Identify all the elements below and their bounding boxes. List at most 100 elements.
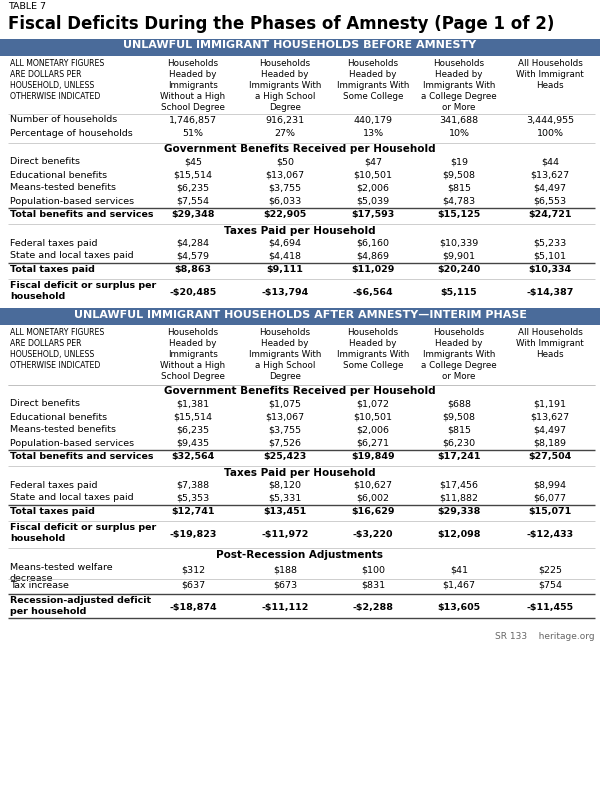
Text: -$11,112: -$11,112 [262, 603, 308, 612]
Text: $27,504: $27,504 [529, 452, 572, 461]
Text: State and local taxes paid: State and local taxes paid [10, 252, 134, 260]
Text: Households
Headed by
Immigrants With
Some College: Households Headed by Immigrants With Som… [337, 328, 409, 370]
Text: Households
Headed by
Immigrants With
a High School
Degree: Households Headed by Immigrants With a H… [249, 328, 321, 381]
Text: Population-based services: Population-based services [10, 439, 134, 447]
Text: $4,418: $4,418 [269, 252, 302, 260]
Text: $225: $225 [538, 566, 562, 575]
Text: Percentage of households: Percentage of households [10, 129, 133, 137]
Text: $688: $688 [447, 400, 471, 408]
Text: $10,334: $10,334 [529, 265, 572, 274]
Text: Direct benefits: Direct benefits [10, 400, 80, 408]
Text: $13,627: $13,627 [530, 412, 569, 422]
Text: $1,467: $1,467 [443, 581, 476, 590]
Text: Federal taxes paid: Federal taxes paid [10, 480, 97, 490]
Text: 27%: 27% [275, 129, 296, 137]
Text: 916,231: 916,231 [265, 116, 305, 125]
Text: Government Benefits Received per Household: Government Benefits Received per Househo… [164, 387, 436, 396]
Text: $15,125: $15,125 [437, 210, 481, 219]
Text: -$12,433: -$12,433 [526, 530, 574, 539]
Text: $50: $50 [276, 157, 294, 166]
Text: Educational benefits: Educational benefits [10, 412, 107, 422]
Text: $9,508: $9,508 [443, 170, 476, 180]
Text: $13,451: $13,451 [263, 507, 307, 516]
Text: $10,627: $10,627 [353, 480, 392, 490]
Text: Taxes Paid per Household: Taxes Paid per Household [224, 225, 376, 236]
Text: 10%: 10% [449, 129, 470, 137]
Text: $6,553: $6,553 [533, 197, 566, 205]
Text: 440,179: 440,179 [353, 116, 392, 125]
Text: Total benefits and services: Total benefits and services [10, 452, 154, 461]
Text: $24,721: $24,721 [528, 210, 572, 219]
Text: $12,741: $12,741 [171, 507, 215, 516]
Text: Fiscal deficit or surplus per
household: Fiscal deficit or surplus per household [10, 523, 156, 543]
Text: UNLAWFUL IMMIGRANT HOUSEHOLDS BEFORE AMNESTY: UNLAWFUL IMMIGRANT HOUSEHOLDS BEFORE AMN… [124, 41, 476, 50]
Text: $41: $41 [450, 566, 468, 575]
Text: SR 133    heritage.org: SR 133 heritage.org [496, 632, 595, 641]
Text: $5,101: $5,101 [533, 252, 566, 260]
Text: $100: $100 [361, 566, 385, 575]
Text: -$18,874: -$18,874 [169, 603, 217, 612]
Text: $6,271: $6,271 [356, 439, 389, 447]
Text: $637: $637 [181, 581, 205, 590]
Bar [0, 56, 600, 114]
Text: $22,905: $22,905 [263, 210, 307, 219]
Text: $10,501: $10,501 [353, 412, 392, 422]
Text: Taxes Paid per Household: Taxes Paid per Household [224, 467, 376, 478]
Bar [0, 325, 600, 385]
Text: Tax increase: Tax increase [10, 581, 69, 590]
Text: TABLE 7: TABLE 7 [8, 2, 46, 11]
Text: Population-based services: Population-based services [10, 197, 134, 205]
Text: $4,694: $4,694 [269, 238, 302, 248]
Text: $29,348: $29,348 [171, 210, 215, 219]
Text: -$20,485: -$20,485 [169, 288, 217, 297]
Text: $1,075: $1,075 [269, 400, 302, 408]
Text: $8,863: $8,863 [175, 265, 212, 274]
Text: Means-tested benefits: Means-tested benefits [10, 184, 116, 193]
Text: $7,388: $7,388 [176, 480, 209, 490]
Text: $7,526: $7,526 [269, 439, 302, 447]
Text: Means-tested welfare
decrease: Means-tested welfare decrease [10, 563, 113, 583]
Text: -$11,972: -$11,972 [262, 530, 308, 539]
Text: $9,508: $9,508 [443, 412, 476, 422]
Text: $6,235: $6,235 [176, 184, 209, 193]
Text: $5,233: $5,233 [533, 238, 566, 248]
Text: All Households
With Immigrant
Heads: All Households With Immigrant Heads [516, 328, 584, 360]
Text: All Households
With Immigrant
Heads: All Households With Immigrant Heads [516, 59, 584, 90]
Text: Households
Headed by
Immigrants With
a College Degree
or More: Households Headed by Immigrants With a C… [421, 328, 497, 381]
Text: $3,755: $3,755 [268, 184, 302, 193]
Text: $7,554: $7,554 [176, 197, 209, 205]
Text: -$11,455: -$11,455 [526, 603, 574, 612]
Text: $20,240: $20,240 [437, 265, 481, 274]
Text: $9,111: $9,111 [266, 265, 304, 274]
Text: 3,444,955: 3,444,955 [526, 116, 574, 125]
Text: Fiscal deficit or surplus per
household: Fiscal deficit or surplus per household [10, 281, 156, 301]
Text: $19,849: $19,849 [351, 452, 395, 461]
Text: -$3,220: -$3,220 [353, 530, 393, 539]
Text: $4,783: $4,783 [442, 197, 476, 205]
Text: $188: $188 [273, 566, 297, 575]
Text: $831: $831 [361, 581, 385, 590]
Text: $2,006: $2,006 [356, 184, 389, 193]
Text: $6,230: $6,230 [442, 439, 476, 447]
Text: 100%: 100% [536, 129, 563, 137]
Text: $11,029: $11,029 [352, 265, 395, 274]
Text: -$13,794: -$13,794 [262, 288, 308, 297]
Text: -$14,387: -$14,387 [526, 288, 574, 297]
Text: $15,514: $15,514 [173, 412, 212, 422]
Text: $15,514: $15,514 [173, 170, 212, 180]
Text: $8,994: $8,994 [533, 480, 566, 490]
Text: $4,579: $4,579 [176, 252, 209, 260]
Text: Number of households: Number of households [10, 116, 117, 125]
Text: $6,033: $6,033 [268, 197, 302, 205]
Text: $6,235: $6,235 [176, 426, 209, 435]
Text: 13%: 13% [362, 129, 383, 137]
Bar [0, 39, 600, 56]
Text: -$6,564: -$6,564 [353, 288, 394, 297]
Text: Means-tested benefits: Means-tested benefits [10, 426, 116, 435]
Text: $17,456: $17,456 [439, 480, 479, 490]
Text: ALL MONETARY FIGURES
ARE DOLLARS PER
HOUSEHOLD, UNLESS
OTHERWISE INDICATED: ALL MONETARY FIGURES ARE DOLLARS PER HOU… [10, 328, 104, 370]
Text: $16,629: $16,629 [351, 507, 395, 516]
Text: 1,746,857: 1,746,857 [169, 116, 217, 125]
Text: $17,241: $17,241 [437, 452, 481, 461]
Text: $10,501: $10,501 [353, 170, 392, 180]
